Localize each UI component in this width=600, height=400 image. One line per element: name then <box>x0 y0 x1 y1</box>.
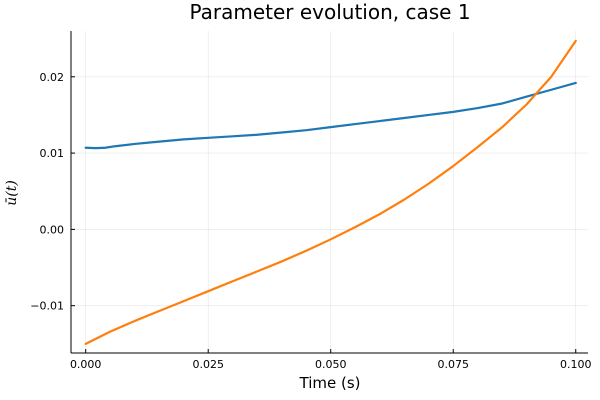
x-tick-label-2: 0.050 <box>315 358 347 371</box>
y-axis-label: ū(t) <box>4 180 20 206</box>
grid-lines <box>71 31 588 353</box>
x-axis-label: Time (s) <box>299 374 361 392</box>
series-line-2 <box>84 39 577 345</box>
chart-title: Parameter evolution, case 1 <box>189 0 470 24</box>
x-tick-label-4: 0.100 <box>560 358 592 371</box>
y-tick-label-0: −0.01 <box>30 300 64 313</box>
x-tick-label-1: 0.025 <box>192 358 224 371</box>
series-lines <box>84 39 577 345</box>
x-tick-label-3: 0.075 <box>437 358 469 371</box>
y-tick-label-1: 0.00 <box>40 223 65 236</box>
y-tick-label-3: 0.02 <box>40 71 65 84</box>
tick-labels: 0.000 0.025 0.050 0.075 0.100 −0.01 0.00 0.01 0.… <box>30 71 591 371</box>
x-tick-label-0: 0.000 <box>70 358 102 371</box>
y-tick-label-2: 0.01 <box>40 147 65 160</box>
axes <box>70 31 588 354</box>
series-line-1 <box>84 81 577 150</box>
